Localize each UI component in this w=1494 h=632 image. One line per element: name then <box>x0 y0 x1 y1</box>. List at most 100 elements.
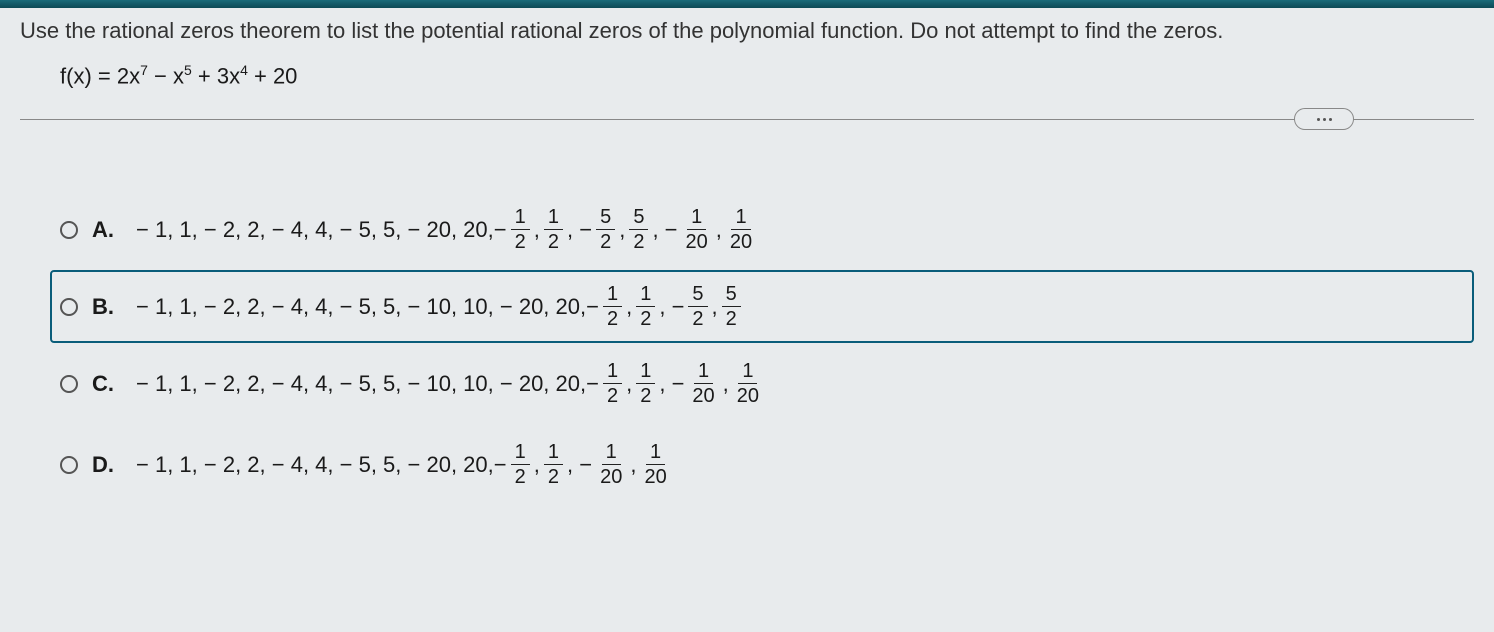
option-answer: − 1, 1, − 2, 2, − 4, 4, − 5, 5, − 10, 10… <box>136 284 745 329</box>
fraction: 12 <box>603 361 622 406</box>
integer-list: − 1, 1, − 2, 2, − 4, 4, − 5, 5, − 20, 20… <box>136 452 494 478</box>
fraction-denominator: 20 <box>726 230 756 252</box>
separator: , − <box>652 217 677 243</box>
separator: − <box>586 294 599 320</box>
separator: , <box>712 294 718 320</box>
fraction-denominator: 2 <box>603 307 622 329</box>
separator: , <box>626 294 632 320</box>
separator: , − <box>659 371 684 397</box>
integer-list: − 1, 1, − 2, 2, − 4, 4, − 5, 5, − 20, 20… <box>136 217 494 243</box>
fraction-numerator: 1 <box>511 442 530 465</box>
term-1-exp: 5 <box>184 62 192 78</box>
separator: , − <box>567 452 592 478</box>
option-letter: A. <box>92 217 118 243</box>
fraction-denominator: 20 <box>688 384 718 406</box>
separator: − <box>586 371 599 397</box>
term-2-coef: + 3x <box>192 63 240 88</box>
fraction: 120 <box>640 442 670 487</box>
radio-button[interactable] <box>60 221 78 239</box>
radio-button[interactable] <box>60 456 78 474</box>
dot-icon <box>1323 118 1326 121</box>
fraction-denominator: 20 <box>733 384 763 406</box>
separator: − <box>494 217 507 243</box>
fraction-numerator: 5 <box>688 284 707 307</box>
separator: , <box>534 217 540 243</box>
fraction-denominator: 2 <box>629 230 648 252</box>
dot-icon <box>1317 118 1320 121</box>
fraction-denominator: 2 <box>722 307 741 329</box>
polynomial-formula: f(x) = 2x7 − x5 + 3x4 + 20 <box>20 62 1474 89</box>
fraction-denominator: 2 <box>688 307 707 329</box>
more-options-pill[interactable] <box>1294 108 1354 130</box>
fraction-numerator: 5 <box>596 207 615 230</box>
fraction-numerator: 1 <box>544 442 563 465</box>
radio-button[interactable] <box>60 375 78 393</box>
term-0-coef: 2x <box>117 63 140 88</box>
separator: , <box>534 452 540 478</box>
fraction-denominator: 2 <box>511 465 530 487</box>
term-1-coef: − x <box>148 63 184 88</box>
question-content: Use the rational zeros theorem to list t… <box>0 8 1494 505</box>
term-2-exp: 4 <box>240 62 248 78</box>
fraction: 120 <box>682 207 712 252</box>
divider-row <box>20 119 1474 149</box>
separator: , <box>626 371 632 397</box>
option-row-c[interactable]: C. − 1, 1, − 2, 2, − 4, 4, − 5, 5, − 10, … <box>60 343 1474 424</box>
fraction: 120 <box>726 207 756 252</box>
option-letter: D. <box>92 452 118 478</box>
option-row-b[interactable]: B.− 1, 1, − 2, 2, − 4, 4, − 5, 5, − 10, … <box>50 270 1474 343</box>
fraction-denominator: 20 <box>596 465 626 487</box>
fraction: 52 <box>688 284 707 329</box>
term-0-exp: 7 <box>140 62 148 78</box>
fraction-numerator: 5 <box>629 207 648 230</box>
option-answer: − 1, 1, − 2, 2, − 4, 4, − 5, 5, − 20, 20… <box>136 442 675 487</box>
option-answer: − 1, 1, − 2, 2, − 4, 4, − 5, 5, − 10, 10… <box>136 361 767 406</box>
fraction-numerator: 1 <box>544 207 563 230</box>
fraction-denominator: 20 <box>640 465 670 487</box>
fraction: 52 <box>596 207 615 252</box>
fraction: 120 <box>733 361 763 406</box>
fraction-denominator: 2 <box>636 384 655 406</box>
separator: , <box>619 217 625 243</box>
separator: , − <box>567 217 592 243</box>
separator: , <box>723 371 729 397</box>
fraction-denominator: 2 <box>603 384 622 406</box>
fraction-denominator: 2 <box>596 230 615 252</box>
option-letter: C. <box>92 371 118 397</box>
fraction: 120 <box>596 442 626 487</box>
question-prompt: Use the rational zeros theorem to list t… <box>20 18 1474 44</box>
separator: , − <box>659 294 684 320</box>
fraction: 12 <box>511 207 530 252</box>
fraction-numerator: 1 <box>636 361 655 384</box>
fraction-numerator: 1 <box>603 284 622 307</box>
window-top-bar <box>0 0 1494 8</box>
fraction: 12 <box>603 284 622 329</box>
fraction: 12 <box>511 442 530 487</box>
fraction-denominator: 2 <box>511 230 530 252</box>
integer-list: − 1, 1, − 2, 2, − 4, 4, − 5, 5, − 10, 10… <box>136 371 586 397</box>
fraction: 12 <box>636 361 655 406</box>
fraction-denominator: 2 <box>544 230 563 252</box>
formula-lhs: f(x) = <box>60 63 117 88</box>
fraction-numerator: 1 <box>636 284 655 307</box>
fraction: 12 <box>636 284 655 329</box>
fraction-numerator: 1 <box>738 361 757 384</box>
fraction: 12 <box>544 442 563 487</box>
radio-button[interactable] <box>60 298 78 316</box>
term-3-coef: + 20 <box>248 63 298 88</box>
fraction-numerator: 1 <box>731 207 750 230</box>
fraction: 12 <box>544 207 563 252</box>
fraction-denominator: 2 <box>636 307 655 329</box>
option-row-d[interactable]: D. − 1, 1, − 2, 2, − 4, 4, − 5, 5, − 20, … <box>60 424 1474 505</box>
dot-icon <box>1329 118 1332 121</box>
separator: , <box>630 452 636 478</box>
answer-options: A. − 1, 1, − 2, 2, − 4, 4, − 5, 5, − 20, … <box>20 149 1474 505</box>
fraction-numerator: 1 <box>694 361 713 384</box>
fraction-numerator: 1 <box>603 361 622 384</box>
horizontal-rule <box>20 119 1474 120</box>
fraction-denominator: 2 <box>544 465 563 487</box>
fraction-numerator: 1 <box>687 207 706 230</box>
option-row-a[interactable]: A. − 1, 1, − 2, 2, − 4, 4, − 5, 5, − 20, … <box>60 189 1474 270</box>
fraction: 120 <box>688 361 718 406</box>
fraction-numerator: 1 <box>602 442 621 465</box>
